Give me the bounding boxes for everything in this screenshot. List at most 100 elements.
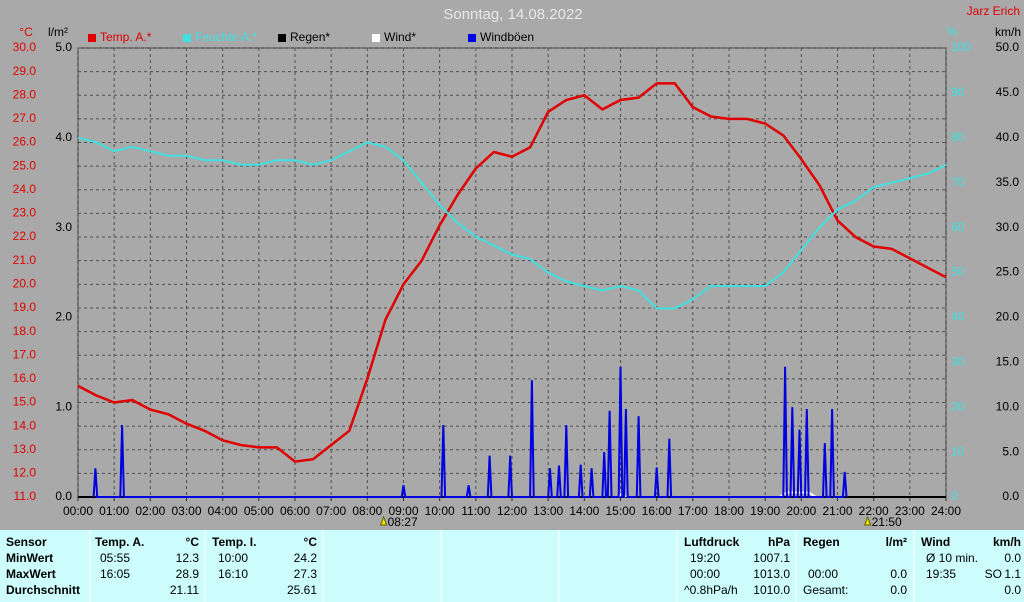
y-tick-label: 10 [951, 444, 965, 458]
x-tick-label: 15:00 [605, 504, 635, 518]
table-cell: Gesamt: [803, 583, 848, 597]
y-tick-label: 4.0 [55, 130, 72, 144]
y-tick-label: 15.0 [13, 395, 37, 409]
legend-label: Regen* [290, 30, 330, 44]
wind-unit: km/h [995, 25, 1021, 39]
table-cell: Wind [921, 535, 950, 549]
table-cell: 0.0 [890, 583, 907, 597]
sun-time: 21:50 [872, 515, 902, 529]
y-tick-label: 20.0 [996, 310, 1020, 324]
x-tick-label: 14:00 [569, 504, 599, 518]
table-cell: 10:00 [218, 551, 248, 565]
table-cell: 05:55 [100, 551, 130, 565]
table-cell: 28.9 [176, 567, 200, 581]
table-cell: MinWert [6, 551, 53, 565]
y-tick-label: 13.0 [13, 442, 37, 456]
table-cell: °C [186, 535, 200, 549]
x-tick-label: 13:00 [533, 504, 563, 518]
table-cell: ^0.8hPa/h [684, 583, 738, 597]
y-tick-label: 40 [951, 310, 965, 324]
x-tick-label: 08:00 [352, 504, 382, 518]
y-tick-label: 21.0 [13, 253, 37, 267]
rain-unit: l/m² [48, 25, 68, 39]
table-cell: Sensor [6, 535, 47, 549]
legend-label: Windböen [480, 30, 534, 44]
table-cell: 0.0 [1004, 551, 1021, 565]
y-tick-label: 100 [951, 40, 971, 54]
table-cell: 25.61 [287, 583, 317, 597]
sun-time: 08:27 [388, 515, 418, 529]
y-tick-label: 90 [951, 85, 965, 99]
y-tick-label: 18.0 [13, 324, 37, 338]
table-cell: Ø 10 min. [926, 551, 978, 565]
x-tick-label: 18:00 [714, 504, 744, 518]
legend-swatch [372, 34, 380, 42]
table-cell: 12.3 [176, 551, 200, 565]
sun-icon [379, 515, 388, 526]
y-tick-label: 10.0 [996, 399, 1020, 413]
y-tick-label: 26.0 [13, 135, 37, 149]
y-tick-label: 24.0 [13, 182, 37, 196]
humidity-unit: % [947, 25, 958, 39]
table-cell: 0.0 [890, 567, 907, 581]
legend-label: Wind* [384, 30, 416, 44]
y-tick-label: 28.0 [13, 87, 37, 101]
table-cell: 1010.0 [753, 583, 790, 597]
y-tick-label: 30.0 [13, 40, 37, 54]
y-tick-label: 1.0 [55, 399, 72, 413]
y-tick-label: 0 [951, 489, 958, 503]
table-cell: Temp. I. [212, 535, 256, 549]
table-cell: MaxWert [6, 567, 56, 581]
y-tick-label: 17.0 [13, 347, 37, 361]
table-cell: km/h [993, 535, 1021, 549]
y-tick-label: 5.0 [55, 40, 72, 54]
x-tick-label: 10:00 [425, 504, 455, 518]
x-tick-label: 05:00 [244, 504, 274, 518]
y-tick-label: 0.0 [55, 489, 72, 503]
y-tick-label: 30.0 [996, 220, 1020, 234]
y-tick-label: 60 [951, 220, 965, 234]
table-cell: 19:35 [926, 567, 956, 581]
table-cell: 0.0 [1004, 583, 1021, 597]
y-tick-label: 11.0 [14, 489, 37, 503]
y-tick-label: 45.0 [996, 85, 1020, 99]
y-tick-label: 40.0 [996, 130, 1020, 144]
x-tick-label: 16:00 [642, 504, 672, 518]
legend-label: Temp. A.* [100, 30, 152, 44]
y-unit: °C [19, 25, 33, 39]
table-cell: °C [304, 535, 318, 549]
series-line [77, 82, 947, 463]
x-tick-label: 09:00 [388, 504, 418, 518]
table-cell: Durchschnitt [6, 583, 80, 597]
x-tick-label: 12:00 [497, 504, 527, 518]
x-tick-label: 03:00 [171, 504, 201, 518]
table-cell: l/m² [886, 535, 907, 549]
table-cell: 16:10 [218, 567, 248, 581]
x-tick-label: 22:00 [859, 504, 889, 518]
y-tick-label: 3.0 [55, 220, 72, 234]
legend-swatch [468, 34, 476, 42]
y-tick-label: 27.0 [13, 111, 37, 125]
y-tick-label: 15.0 [996, 354, 1020, 368]
y-tick-label: 29.0 [13, 64, 37, 78]
y-tick-label: 0.0 [1002, 489, 1019, 503]
table-cell: hPa [768, 535, 790, 549]
y-tick-label: 50.0 [996, 40, 1020, 54]
table-cell: 16:05 [100, 567, 130, 581]
x-tick-label: 21:00 [822, 504, 852, 518]
x-tick-label: 04:00 [208, 504, 238, 518]
table-cell: Temp. A. [95, 535, 144, 549]
table-cell: 1.1 [1004, 567, 1021, 581]
legend-swatch [183, 34, 191, 42]
x-tick-label: 00:00 [63, 504, 93, 518]
y-tick-label: 70 [951, 175, 965, 189]
y-tick-label: 80 [951, 130, 965, 144]
table-cell: 00:00 [690, 567, 720, 581]
sun-icon [863, 515, 872, 526]
y-tick-label: 35.0 [996, 175, 1020, 189]
y-tick-label: 19.0 [13, 300, 37, 314]
y-tick-label: 30 [951, 354, 965, 368]
x-tick-label: 20:00 [786, 504, 816, 518]
table-cell: 24.2 [294, 551, 318, 565]
x-tick-label: 19:00 [750, 504, 780, 518]
